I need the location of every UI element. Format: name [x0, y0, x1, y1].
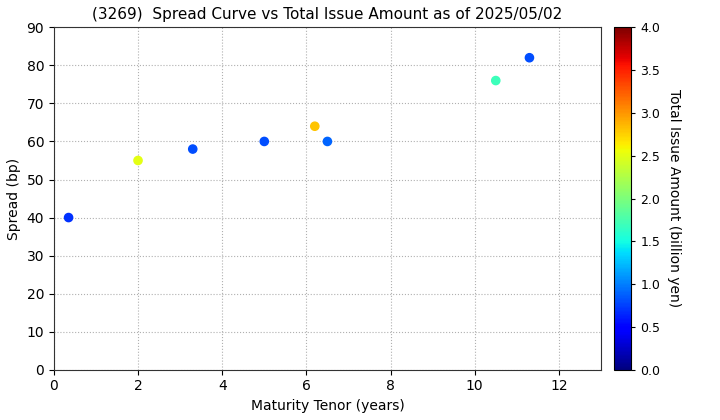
Point — [187, 146, 199, 152]
Point — [322, 138, 333, 145]
Point — [63, 214, 74, 221]
Point — [309, 123, 320, 130]
Y-axis label: Spread (bp): Spread (bp) — [7, 158, 21, 239]
Point — [523, 54, 535, 61]
Point — [258, 138, 270, 145]
Y-axis label: Total Issue Amount (billion yen): Total Issue Amount (billion yen) — [667, 89, 681, 307]
X-axis label: Maturity Tenor (years): Maturity Tenor (years) — [251, 399, 405, 413]
Title: (3269)  Spread Curve vs Total Issue Amount as of 2025/05/02: (3269) Spread Curve vs Total Issue Amoun… — [92, 7, 562, 22]
Point — [132, 157, 144, 164]
Point — [490, 77, 502, 84]
